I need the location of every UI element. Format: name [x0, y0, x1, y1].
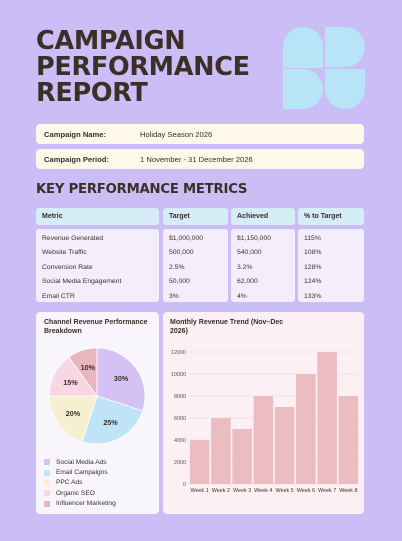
kpi-cell: 50,000 [169, 278, 190, 286]
bar [296, 374, 316, 484]
y-tick-label: 8000 [174, 394, 186, 400]
kpi-cell: $1,000,000 [169, 235, 204, 242]
kpi-column-achieved: $1,150,000 540,000 3.2% 62,000 4% [231, 229, 295, 302]
legend-swatch [44, 469, 50, 476]
logo-icon [283, 27, 365, 109]
legend-label: Social Media Ads [56, 458, 107, 466]
page-title: CAMPAIGN PERFORMANCE REPORT [36, 28, 250, 106]
kpi-cell: 115% [304, 235, 321, 242]
legend-swatch [44, 459, 50, 466]
kpi-cell: 540,000 [237, 249, 262, 257]
kpi-cell: 500,000 [169, 249, 194, 257]
x-tick-label: Week 8 [339, 488, 357, 494]
pie-slice [81, 395, 144, 445]
x-tick-label: Week 1 [191, 488, 209, 494]
legend-swatch [44, 479, 50, 486]
legend-item: Organic SEO [44, 488, 116, 498]
y-tick-label: 6000 [174, 416, 186, 422]
pie-slice-label: 15% [63, 378, 78, 387]
x-tick-label: Week 7 [318, 488, 336, 494]
campaign-name-label: Campaign Name: [44, 129, 107, 139]
kpi-cell: $1,150,000 [237, 235, 272, 242]
kpi-cell: Social Media Engagement [42, 278, 122, 286]
title-line: REPORT [36, 78, 148, 108]
kpi-cell: 108% [304, 249, 322, 257]
kpi-cell: 2.5% [169, 263, 185, 271]
bar [317, 352, 337, 484]
bar [338, 396, 359, 484]
campaign-period-row: Campaign Period: 1 November - 31 Decembe… [36, 149, 364, 169]
y-tick-label: 10000 [171, 372, 186, 378]
pie-slice [96, 347, 146, 412]
kpi-cell: 3.2% [237, 263, 253, 271]
campaign-period-value: 1 November - 31 December 2026 [140, 154, 253, 164]
kpi-column-metric: Revenue Generated Website Traffic Conver… [36, 229, 159, 302]
title-line: CAMPAIGN [36, 26, 186, 56]
bar [189, 440, 210, 484]
legend-label: Email Campaigns [56, 469, 108, 477]
y-tick-label: 0 [183, 482, 186, 488]
pie-legend: Social Media Ads Email Campaigns PPC Ads… [44, 457, 116, 509]
legend-label: Organic SEO [56, 489, 95, 497]
kpi-section-title: KEY PERFORMANCE METRICS [36, 182, 248, 197]
bar [274, 407, 295, 484]
kpi-cell: 124% [304, 278, 322, 286]
pie-slice [68, 347, 98, 398]
bar [253, 396, 274, 484]
y-tick-label: 2000 [174, 460, 186, 466]
pie-chart-title: Channel Revenue Performance Breakdown [44, 319, 148, 335]
legend-item: Email Campaigns [44, 467, 116, 477]
legend-swatch [44, 500, 50, 507]
pie-chart: 30% 25% 20% 15%10% [48, 347, 146, 445]
kpi-header-achieved: Achieved [231, 208, 295, 225]
campaign-period-label: Campaign Period: [44, 154, 109, 164]
legend-item: PPC Ads [44, 478, 116, 488]
kpi-cell: Website Traffic [42, 249, 87, 257]
x-tick-label: Week 4 [254, 488, 272, 494]
x-tick-label: Week 5 [276, 488, 294, 494]
kpi-header-metric: Metric [36, 208, 159, 225]
kpi-column-pct: 115% 108% 128% 124% 133% [298, 229, 364, 302]
kpi-cell: 128% [304, 263, 322, 271]
legend-label: Influencer Marketing [56, 500, 116, 508]
legend-item: Influencer Marketing [44, 499, 116, 509]
kpi-header-pct: % to Target [298, 208, 364, 225]
title-line: PERFORMANCE [36, 52, 250, 82]
kpi-cell: Conversion Rate [42, 263, 93, 271]
kpi-header-target: Target [163, 208, 228, 225]
bar [232, 429, 252, 484]
x-tick-label: Week 3 [233, 488, 251, 494]
legend-label: PPC Ads [56, 479, 83, 487]
campaign-name-row: Campaign Name: Holiday Season 2026 [36, 124, 364, 144]
pie-slice-label: 25% [103, 418, 118, 427]
x-tick-label: Week 2 [212, 488, 230, 494]
kpi-cell: Revenue Generated [42, 235, 104, 242]
kpi-cell: Email CTR [42, 292, 75, 300]
kpi-cell: 62,000 [237, 278, 258, 286]
bar-chart-title: Monthly Revenue Trend (Nov–Dec 2026) [170, 319, 284, 335]
kpi-column-target: $1,000,000 500,000 2.5% 50,000 3% [163, 229, 228, 302]
pie-slice [48, 395, 98, 443]
campaign-name-value: Holiday Season 2026 [140, 129, 213, 139]
pie-slice-label: 10% [81, 363, 96, 372]
kpi-cell: 3% [169, 292, 179, 300]
kpi-cell: 133% [304, 292, 322, 300]
y-tick-label: 12000 [171, 350, 186, 356]
pie-slice-label: 20% [66, 409, 81, 418]
pie-slice-label: 30% [114, 374, 129, 383]
legend-swatch [44, 490, 50, 497]
x-tick-label: Week 6 [297, 488, 315, 494]
y-tick-label: 4000 [174, 438, 186, 444]
bar [211, 418, 231, 484]
kpi-cell: 4% [237, 292, 247, 300]
legend-item: Social Media Ads [44, 457, 116, 467]
